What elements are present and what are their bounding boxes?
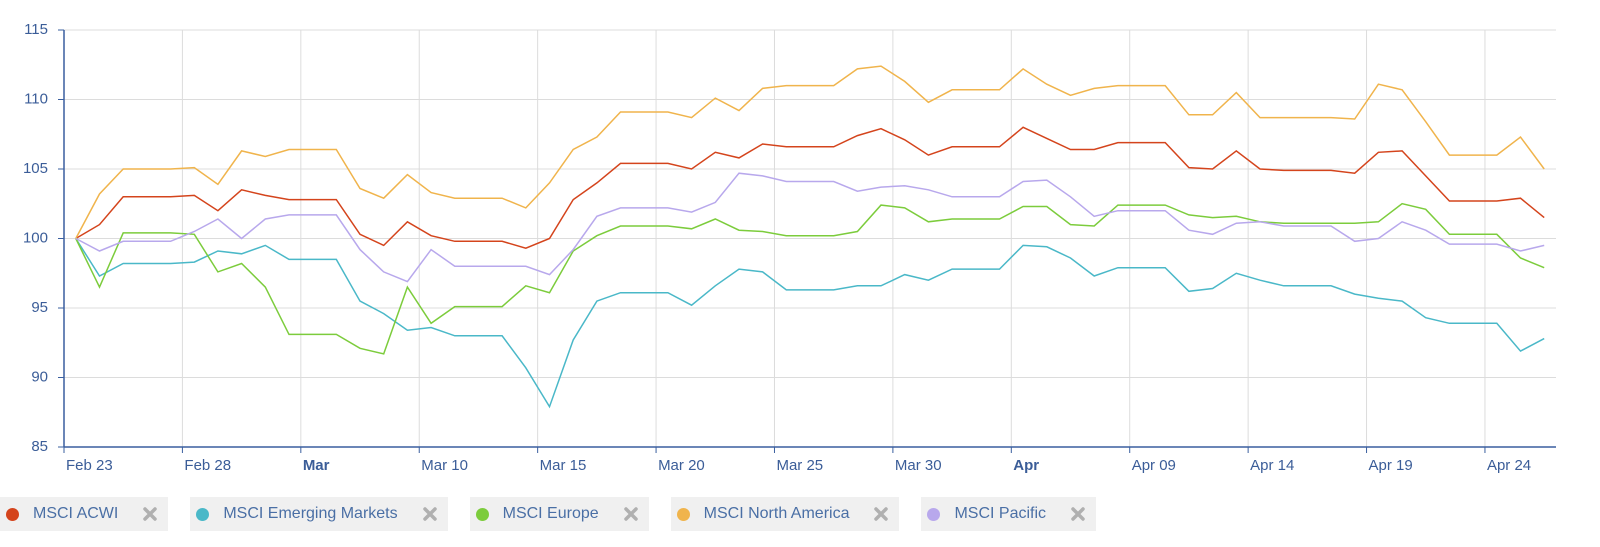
remove-icon <box>1071 507 1085 521</box>
series-line <box>75 172 1545 283</box>
legend-item[interactable]: MSCI North America <box>670 497 900 531</box>
y-tick-label: 110 <box>24 90 48 107</box>
series-line <box>75 126 1545 249</box>
x-tick-label: Mar 20 <box>658 457 705 474</box>
y-tick-label: 85 <box>31 438 48 455</box>
legend-marker <box>475 507 489 521</box>
legend-marker <box>927 507 941 521</box>
remove-button[interactable] <box>873 506 889 522</box>
legend: MSCI ACWI MSCI Emerging Markets MSCI Europ… <box>0 497 1097 531</box>
x-tick-label: Mar 10 <box>421 457 468 474</box>
x-tick-label: Mar 30 <box>895 457 942 474</box>
x-tick-label: Feb 23 <box>66 457 113 474</box>
legend-marker <box>6 507 19 521</box>
legend-label: MSCI Europe <box>502 505 599 522</box>
remove-icon <box>143 507 158 521</box>
y-tick-label: 95 <box>31 299 48 316</box>
chart: 85 90 95 100 105 110 115 Feb 23 Feb 28 Mar Mar 10 M… <box>23 21 1556 474</box>
remove-button[interactable] <box>623 506 639 522</box>
y-tick-label: 105 <box>23 160 48 177</box>
legend-item[interactable]: MSCI Europe <box>469 497 649 531</box>
x-tick-label: Apr <box>1013 457 1039 474</box>
x-tick-label: Feb 28 <box>184 457 231 474</box>
series-line <box>75 65 1545 239</box>
remove-icon <box>422 507 437 521</box>
legend-marker <box>676 507 690 521</box>
series-line <box>75 238 1545 409</box>
series-line <box>75 202 1545 355</box>
legend-label: MSCI ACWI <box>33 505 119 522</box>
x-tick-label: Apr 24 <box>1487 457 1531 474</box>
remove-icon <box>623 507 638 521</box>
legend-item[interactable]: MSCI Pacific <box>921 497 1097 531</box>
x-tick-label: Mar 15 <box>540 457 587 474</box>
legend-item[interactable]: MSCI Emerging Markets <box>190 497 448 531</box>
x-tick-label: Mar 25 <box>776 457 823 474</box>
x-tick-label: Apr 09 <box>1132 457 1176 474</box>
legend-item[interactable]: MSCI ACWI <box>0 497 169 531</box>
y-tick-label: 90 <box>31 368 48 385</box>
x-tick-label: Apr 14 <box>1250 457 1294 474</box>
remove-icon <box>874 507 889 521</box>
y-tick-label: 115 <box>24 21 48 38</box>
x-tick-label: Mar <box>303 457 330 474</box>
x-tick-label: Apr 19 <box>1369 457 1413 474</box>
legend-label: MSCI North America <box>703 505 850 522</box>
legend-label: MSCI Emerging Markets <box>223 505 398 522</box>
y-tick-label: 100 <box>23 229 48 246</box>
legend-marker <box>196 507 210 521</box>
remove-button[interactable] <box>422 506 438 522</box>
remove-button[interactable] <box>1070 506 1086 522</box>
remove-button[interactable] <box>142 506 158 522</box>
legend-label: MSCI Pacific <box>954 505 1047 522</box>
